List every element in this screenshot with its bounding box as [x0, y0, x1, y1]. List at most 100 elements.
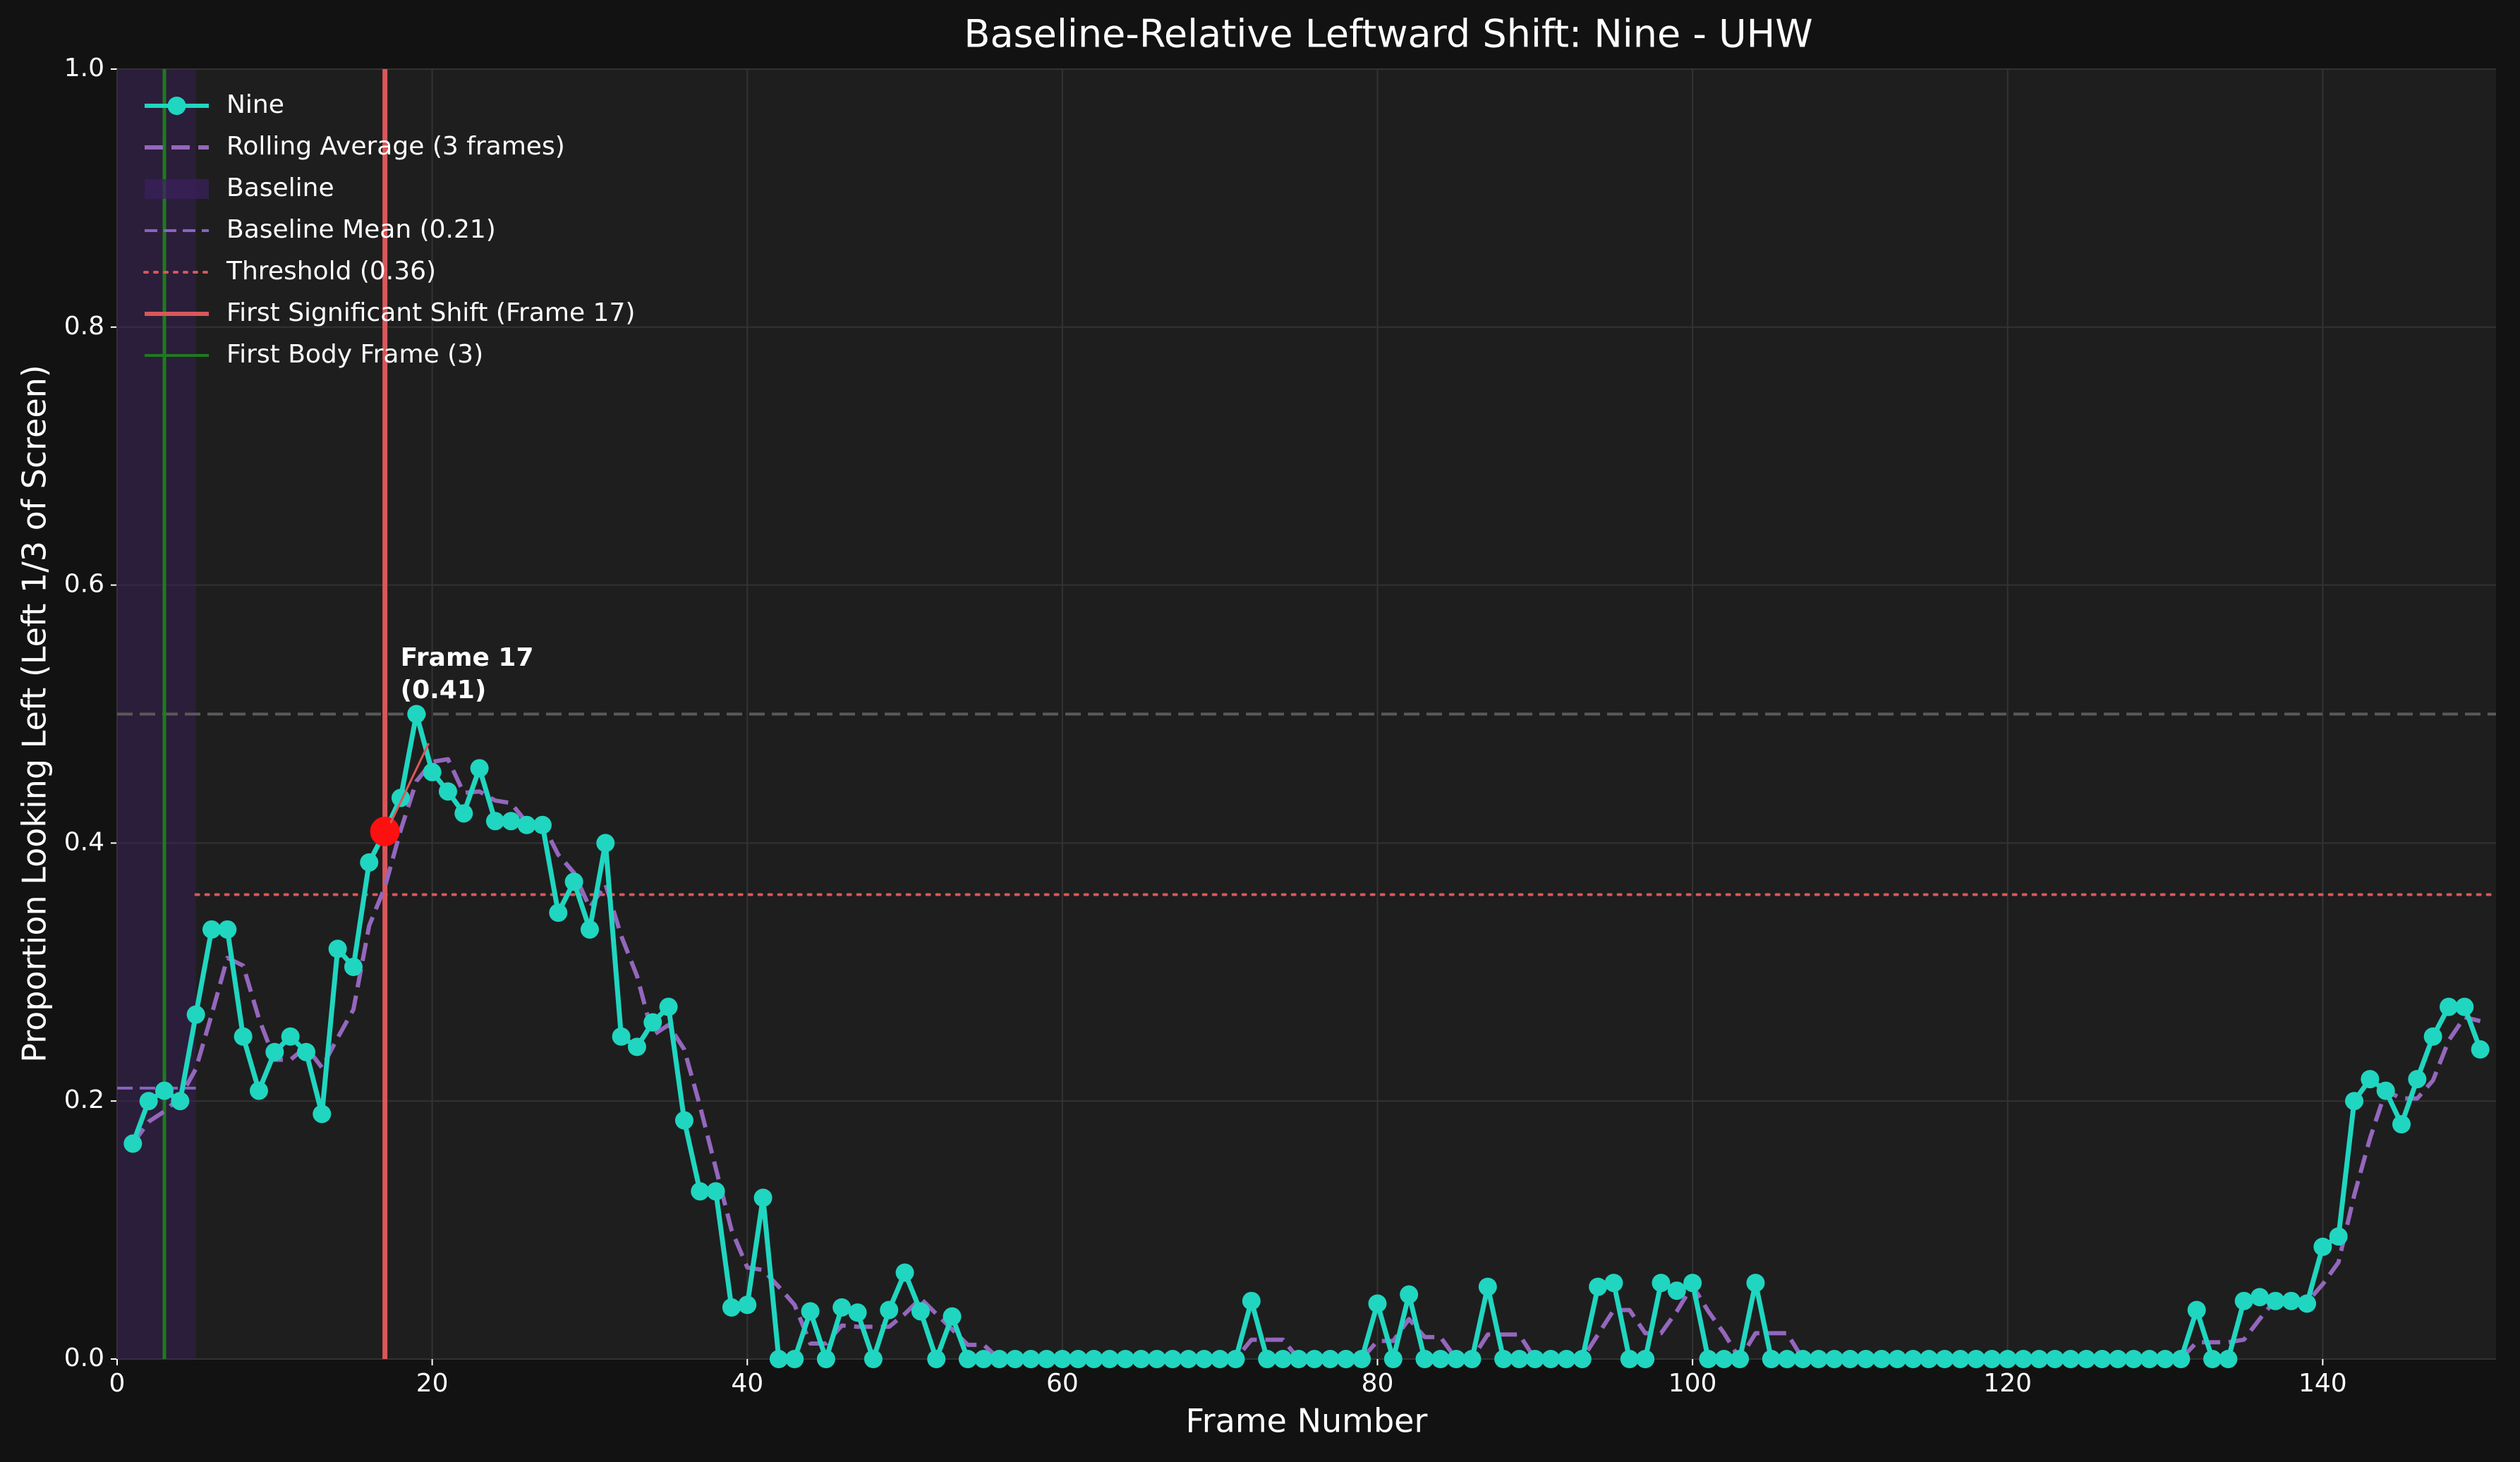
series-marker — [816, 1350, 835, 1368]
series-marker — [1037, 1350, 1056, 1368]
series-marker — [2203, 1350, 2222, 1368]
series-marker — [485, 812, 504, 831]
series-marker — [990, 1350, 1009, 1368]
series-marker — [2471, 1040, 2490, 1059]
series-marker — [281, 1027, 300, 1046]
legend-label: Rolling Average (3 frames) — [226, 132, 565, 161]
series-marker — [234, 1027, 253, 1046]
y-tick-label: 0.4 — [64, 827, 104, 856]
series-marker — [1731, 1350, 1750, 1368]
legend-label: First Significant Shift (Frame 17) — [226, 298, 635, 327]
chart-title: Baseline-Relative Leftward Shift: Nine -… — [964, 12, 1812, 56]
series-marker — [186, 1005, 205, 1024]
series-marker — [1147, 1350, 1166, 1368]
series-marker — [2124, 1350, 2143, 1368]
series-marker — [2077, 1350, 2096, 1368]
series-marker — [2109, 1350, 2128, 1368]
series-marker — [1022, 1350, 1041, 1368]
series-marker — [2061, 1350, 2080, 1368]
series-marker — [2313, 1237, 2332, 1256]
series-marker — [1589, 1277, 1608, 1296]
y-tick-label: 0.0 — [64, 1344, 104, 1372]
series-marker — [1352, 1350, 1371, 1368]
series-marker — [1557, 1350, 1576, 1368]
series-marker — [753, 1188, 773, 1207]
series-marker — [2140, 1350, 2159, 1368]
series-marker — [801, 1302, 820, 1321]
series-marker — [1447, 1350, 1466, 1368]
series-marker — [1920, 1350, 1939, 1368]
series-marker — [1431, 1350, 1450, 1368]
series-marker — [1305, 1350, 1324, 1368]
series-marker — [2329, 1227, 2348, 1246]
series-marker — [2298, 1294, 2317, 1313]
series-marker — [864, 1350, 883, 1368]
series-marker — [1793, 1350, 1812, 1368]
series-marker — [1573, 1350, 1592, 1368]
series-marker — [1132, 1350, 1151, 1368]
series-marker — [1289, 1350, 1308, 1368]
series-marker — [171, 1092, 190, 1111]
series-marker — [2455, 997, 2474, 1016]
series-marker — [1903, 1350, 1922, 1368]
series-marker — [1226, 1350, 1245, 1368]
series-marker — [943, 1307, 962, 1326]
series-marker — [2187, 1300, 2206, 1320]
series-marker — [1415, 1350, 1434, 1368]
series-marker — [470, 759, 489, 778]
series-marker — [391, 788, 410, 808]
series-marker — [974, 1350, 993, 1368]
series-marker — [2345, 1092, 2364, 1111]
x-tick-label: 40 — [731, 1369, 763, 1398]
series-marker — [1494, 1350, 1513, 1368]
series-marker — [1242, 1291, 1261, 1310]
series-marker — [438, 782, 457, 801]
series-marker — [155, 1081, 174, 1100]
x-tick-label: 20 — [416, 1369, 449, 1398]
legend-label: Threshold (0.36) — [226, 257, 436, 286]
series-marker — [1525, 1350, 1544, 1368]
series-marker — [502, 812, 521, 831]
series-marker — [1762, 1350, 1781, 1368]
series-marker — [580, 920, 599, 939]
series-marker — [1383, 1350, 1403, 1368]
series-marker — [1321, 1350, 1340, 1368]
y-axis-label: Proportion Looking Left (Left 1/3 of Scr… — [16, 365, 54, 1062]
first-shift-marker — [370, 816, 400, 846]
series-marker — [1053, 1350, 1072, 1368]
series-marker — [533, 815, 552, 834]
series-marker — [1400, 1285, 1419, 1304]
series-marker — [612, 1027, 631, 1046]
series-marker — [2440, 997, 2459, 1016]
series-marker — [296, 1042, 315, 1061]
annotation-arrow — [389, 743, 430, 824]
series-marker — [328, 939, 347, 958]
x-tick-label: 100 — [1668, 1369, 1717, 1398]
series-marker — [1462, 1350, 1482, 1368]
series-marker — [360, 853, 379, 872]
series-marker — [2282, 1291, 2301, 1310]
series-marker — [1888, 1350, 1907, 1368]
series-marker — [2361, 1070, 2380, 1089]
series-marker — [2376, 1081, 2395, 1100]
y-tick-label: 1.0 — [64, 54, 104, 83]
series-marker — [1935, 1350, 1954, 1368]
series-marker — [2030, 1350, 2049, 1368]
series-marker — [2408, 1070, 2427, 1089]
series-marker — [2156, 1350, 2175, 1368]
series-marker — [880, 1300, 899, 1320]
series-marker — [1667, 1281, 1686, 1300]
series-marker — [1746, 1274, 1765, 1293]
series-marker — [769, 1350, 788, 1368]
series-marker — [265, 1042, 284, 1061]
series-marker — [1163, 1350, 1182, 1368]
series-marker — [313, 1104, 332, 1123]
series-marker — [596, 834, 615, 853]
annotation-text: Frame 17 — [401, 643, 534, 672]
series-marker — [2171, 1350, 2191, 1368]
series-marker — [454, 804, 473, 823]
series-marker — [1211, 1350, 1230, 1368]
series-marker — [423, 762, 442, 781]
series-marker — [218, 920, 237, 939]
series-marker — [1778, 1350, 1797, 1368]
